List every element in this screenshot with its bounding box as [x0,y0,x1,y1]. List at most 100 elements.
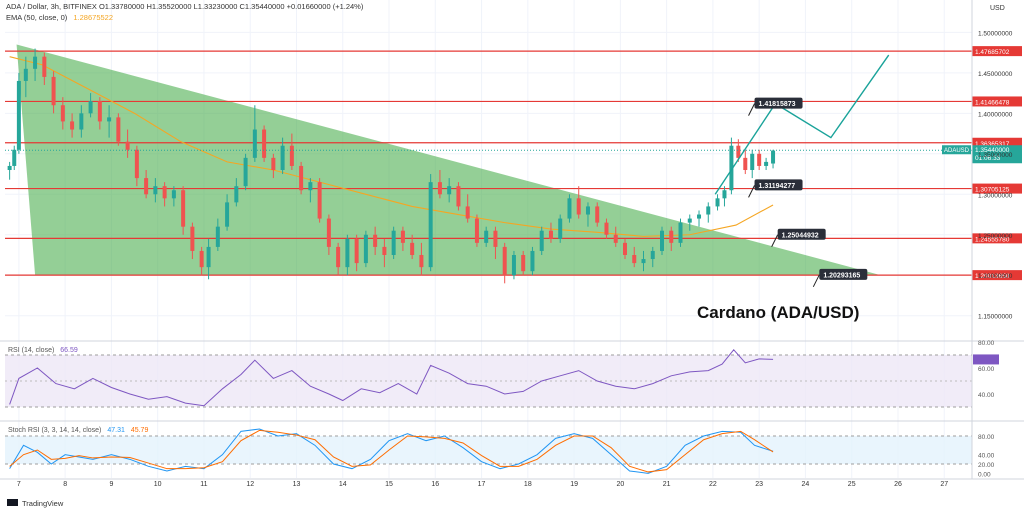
candle [171,186,176,207]
stoch-d-value: 45.79 [131,427,149,434]
candle [51,71,56,114]
time-tick: 15 [385,481,393,488]
candle-body [243,157,248,187]
candle [722,186,727,207]
candle-body [225,202,230,227]
candle-body [345,238,350,268]
price-tick: 1.35000000 [978,152,1013,159]
candle-body [567,198,572,219]
candle [650,246,655,268]
candle [97,97,102,130]
stoch-legend: Stoch RSI (3, 3, 14, 14, close) 47.31 45… [8,427,148,434]
stoch-tick: 0.00 [978,471,991,478]
target-callout: 1.20293165 [812,268,868,288]
candle-body [722,190,727,199]
candle-body [697,214,702,219]
candle [493,226,498,260]
candle [363,230,368,268]
time-tick: 13 [293,481,301,488]
candle-body [373,234,378,247]
current-price-bg [972,145,1022,164]
candle [511,250,516,280]
candle [641,250,646,272]
candle-body [757,153,762,166]
level-label-bg [972,233,1022,244]
candle-body [23,68,28,81]
target-labels: 1.41815873 1.31194277 1.25044932 1.20293165 [748,97,868,288]
candle-body [558,218,563,239]
candle-body [299,165,304,191]
candle-body [234,186,239,203]
candle [660,226,665,255]
price-axis[interactable]: 1.550000001.500000001.450000001.40000000… [971,0,1013,479]
candle [107,105,112,138]
candle [60,97,65,130]
candle-body [511,255,516,276]
time-tick: 7 [17,481,21,488]
current-symbol: ADAUSD [944,148,970,154]
candle [400,226,405,251]
target-callout: 1.31194277 [748,179,803,198]
candle [280,137,285,175]
candle-body [669,230,674,243]
candle [465,194,470,223]
candle [743,149,748,175]
candle [539,226,544,255]
level-label: 1.24555780 [975,236,1010,243]
stoch-k-value: 47.31 [107,427,125,434]
time-tick: 9 [109,481,113,488]
candle-body [576,198,581,215]
candle-body [410,242,415,255]
candle-body [595,206,600,223]
candle [33,48,38,81]
rsi-tick: 40.00 [978,392,995,399]
candle [373,226,378,255]
candle-body [199,250,204,268]
candle-body [502,246,507,276]
candle [521,250,526,276]
price-tick: 1.50000000 [978,30,1013,37]
candle-body [613,234,618,243]
projection-line [714,54,890,195]
candle [391,226,396,260]
candle-body [16,80,21,150]
target-callout: 1.41815873 [748,97,803,116]
candle [502,242,507,284]
candle [595,202,600,227]
tradingview-logo[interactable]: TradingView [7,499,64,508]
stoch-tick: 40.00 [978,453,995,460]
level-label: 1.41466478 [975,99,1010,106]
chart-title: Cardano (ADA/USD) [697,303,859,322]
candle [79,105,84,138]
candle [678,218,683,247]
time-tick: 23 [755,481,763,488]
time-tick: 19 [570,481,578,488]
candle [354,234,359,272]
candle-body [51,76,56,106]
candle-body [382,246,387,255]
candle-body [206,246,211,268]
rsi-tick: 60.00 [978,366,995,373]
footer-brand: TradingView [22,499,64,508]
current-price: 1.35440000 [975,147,1010,154]
candle-body [706,206,711,215]
stoch-rsi-pane: 80.00 40.00 20.00 0.00 [9,428,995,478]
time-tick: 17 [478,481,486,488]
target-callout: 1.25044932 [771,228,826,247]
candle-body [548,230,553,239]
candle-body [153,186,158,195]
candle-body [750,153,755,170]
candle [345,234,350,276]
stoch-d-line [9,429,774,473]
candle [12,145,17,170]
time-tick: 25 [848,481,856,488]
candle-body [97,101,102,122]
candle [190,222,195,260]
time-tick: 18 [524,481,532,488]
candle-body [7,165,12,170]
candle [42,52,47,85]
candle [687,214,692,231]
time-axis[interactable]: 7 8 9 10 11 12 13 14 15 16 17 18 19 20 21 22 23 24 25 26 27 [17,481,948,488]
